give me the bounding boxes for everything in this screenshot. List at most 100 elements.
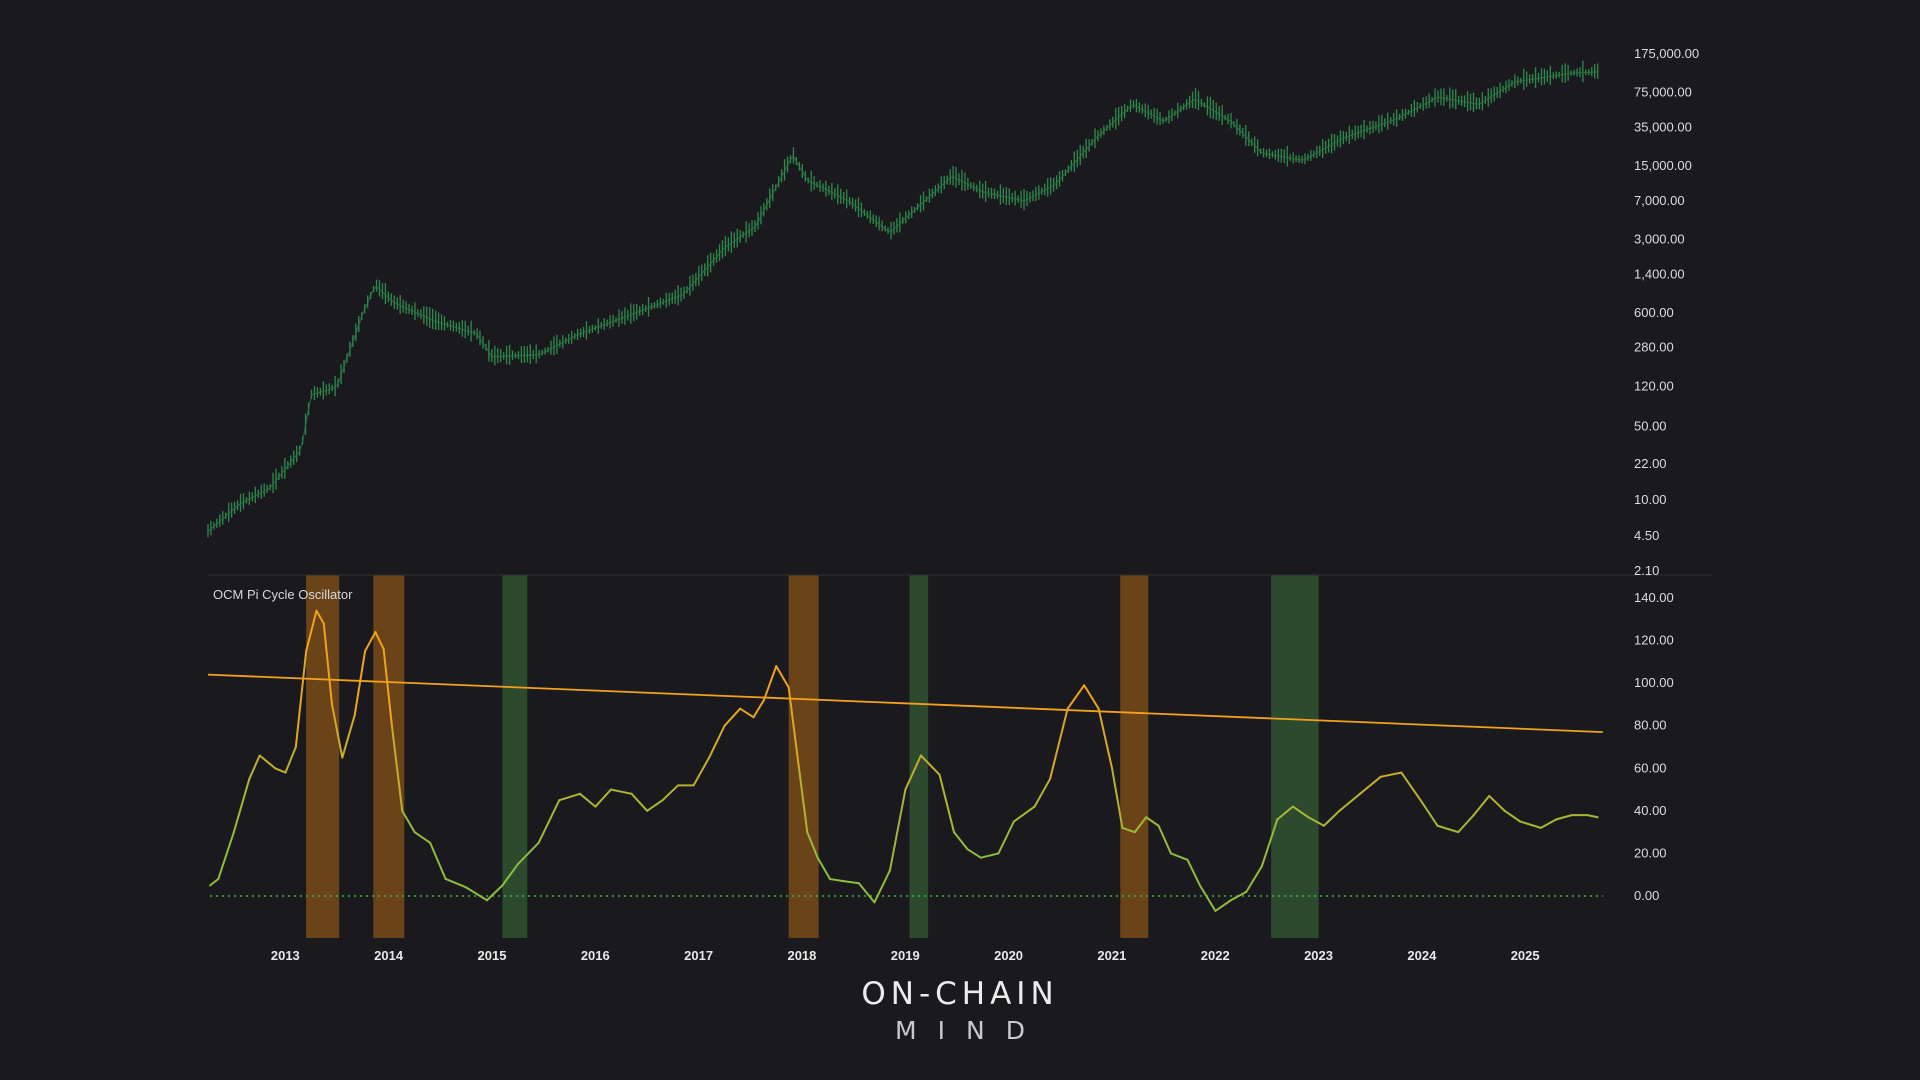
price-tick-label: 120.00 — [1634, 378, 1674, 393]
oscillator-segment — [578, 792, 597, 808]
time-axis: 2013 2014 2015 2016 2017 2018 2019 2020 2021 2022… — [271, 948, 1540, 963]
year-tick-label: 2016 — [581, 948, 610, 963]
oscillator-segment — [1421, 801, 1439, 827]
price-tick-label: 2.10 — [1634, 563, 1659, 578]
year-tick-label: 2018 — [787, 948, 816, 963]
oscillator-segment — [787, 686, 800, 770]
oscillator-segment — [1400, 771, 1424, 804]
bottom-zone — [909, 575, 929, 938]
oscillator-segment — [1133, 816, 1148, 834]
year-tick-label: 2021 — [1097, 948, 1126, 963]
oscillator-segment — [762, 665, 778, 702]
highlight-zones — [306, 575, 1319, 938]
oscillator-segment — [1245, 865, 1263, 893]
oscillator-segment — [1186, 858, 1201, 887]
year-tick-label: 2025 — [1511, 948, 1540, 963]
oscillator-segment — [516, 841, 540, 866]
oscillator-segment — [284, 746, 297, 774]
oscillator-segment — [708, 724, 726, 759]
oscillator-axis: 140.00 120.00 100.00 80.00 60.00 40.00 20.00 0.… — [1634, 590, 1674, 903]
oscillator-segment — [537, 799, 561, 844]
bottom-zone — [1271, 575, 1319, 938]
oscillator-segment — [1472, 794, 1491, 817]
oscillator-segment — [1121, 826, 1136, 834]
year-tick-label: 2017 — [684, 948, 713, 963]
oscillator-segment — [1519, 820, 1542, 829]
oscillator-tick-label: 140.00 — [1634, 590, 1674, 605]
oscillator-segment — [1338, 792, 1362, 812]
oscillator-segment — [465, 886, 488, 902]
oscillator-segment — [1033, 777, 1052, 808]
oscillator-segment — [501, 863, 519, 887]
year-tick-label: 2019 — [891, 948, 920, 963]
oscillator-segment — [938, 773, 955, 834]
top-zone — [788, 575, 819, 938]
oscillator-segment — [775, 665, 790, 689]
oscillator-segment — [1436, 824, 1460, 834]
oscillator-segment — [382, 648, 393, 727]
oscillator-segment — [952, 831, 969, 851]
brand-wordmark-bottom: MIND — [895, 1016, 1046, 1045]
price-tick-label: 600.00 — [1634, 305, 1674, 320]
oscillator-segment — [315, 609, 325, 625]
oscillator-segment — [1539, 818, 1558, 829]
price-axis: 175,000.00 75,000.00 35,000.00 15,000.00 7,0… — [1634, 46, 1699, 578]
oscillator-segment — [364, 631, 377, 653]
oscillator-segment — [828, 877, 845, 883]
oscillator-segment — [646, 799, 664, 812]
oscillator-segment — [816, 856, 831, 880]
oscillator-segment — [630, 792, 649, 812]
year-tick-label: 2022 — [1201, 948, 1230, 963]
bottom-zone — [502, 575, 528, 938]
oscillator-segment — [1322, 809, 1341, 827]
price-tick-label: 1,400.00 — [1634, 266, 1685, 281]
top-zone — [306, 575, 340, 938]
oscillator-segment — [341, 714, 356, 759]
oscillator-segment — [966, 848, 982, 859]
oscillator-segment — [1359, 775, 1382, 795]
top-zone — [1120, 575, 1149, 938]
oscillator-tick-label: 100.00 — [1634, 675, 1674, 690]
oscillator-tick-label: 60.00 — [1634, 760, 1667, 775]
price-tick-label: 35,000.00 — [1634, 119, 1692, 134]
oscillator-segment — [322, 622, 333, 706]
oscillator-segment — [232, 777, 251, 834]
oscillator-segment — [1097, 707, 1114, 770]
oscillator-segment — [1214, 899, 1232, 912]
oscillator-segment — [842, 880, 860, 885]
oscillator-segment — [1260, 818, 1279, 868]
oscillator-segment — [806, 831, 819, 859]
oscillator-segment — [661, 784, 680, 802]
oscillator-segment — [1145, 816, 1160, 827]
oscillator-segment — [752, 699, 765, 719]
oscillator-tick-label: 20.00 — [1634, 845, 1667, 860]
price-tick-label: 4.50 — [1634, 528, 1659, 543]
year-tick-label: 2014 — [374, 948, 404, 963]
oscillator-tick-label: 120.00 — [1634, 633, 1674, 648]
year-tick-label: 2023 — [1304, 948, 1333, 963]
oscillator-segment — [997, 820, 1015, 855]
oscillator-segment — [294, 650, 308, 748]
oscillator-segment — [888, 788, 907, 872]
oscillator-segment — [723, 707, 742, 727]
oscillator-segment — [248, 754, 261, 780]
oscillator-segment — [390, 724, 404, 812]
indicator-title: OCM Pi Cycle Oscillator — [213, 587, 353, 602]
oscillator-segment — [413, 831, 432, 844]
oscillator-segment — [919, 754, 941, 776]
oscillator-segment — [739, 707, 755, 719]
oscillator-segment — [209, 877, 220, 887]
oscillator-segment — [305, 609, 318, 653]
year-tick-label: 2015 — [478, 948, 507, 963]
price-tick-label: 175,000.00 — [1634, 46, 1699, 61]
oscillator-tick-label: 0.00 — [1634, 888, 1659, 903]
price-tick-label: 7,000.00 — [1634, 193, 1685, 208]
price-tick-label: 22.00 — [1634, 456, 1667, 471]
year-tick-label: 2013 — [271, 948, 300, 963]
oscillator-segment — [979, 852, 1000, 859]
oscillator-segment — [1111, 767, 1124, 829]
oscillator-segment — [274, 767, 287, 774]
oscillator-pane — [207, 609, 1603, 912]
oscillator-segment — [1503, 809, 1522, 823]
